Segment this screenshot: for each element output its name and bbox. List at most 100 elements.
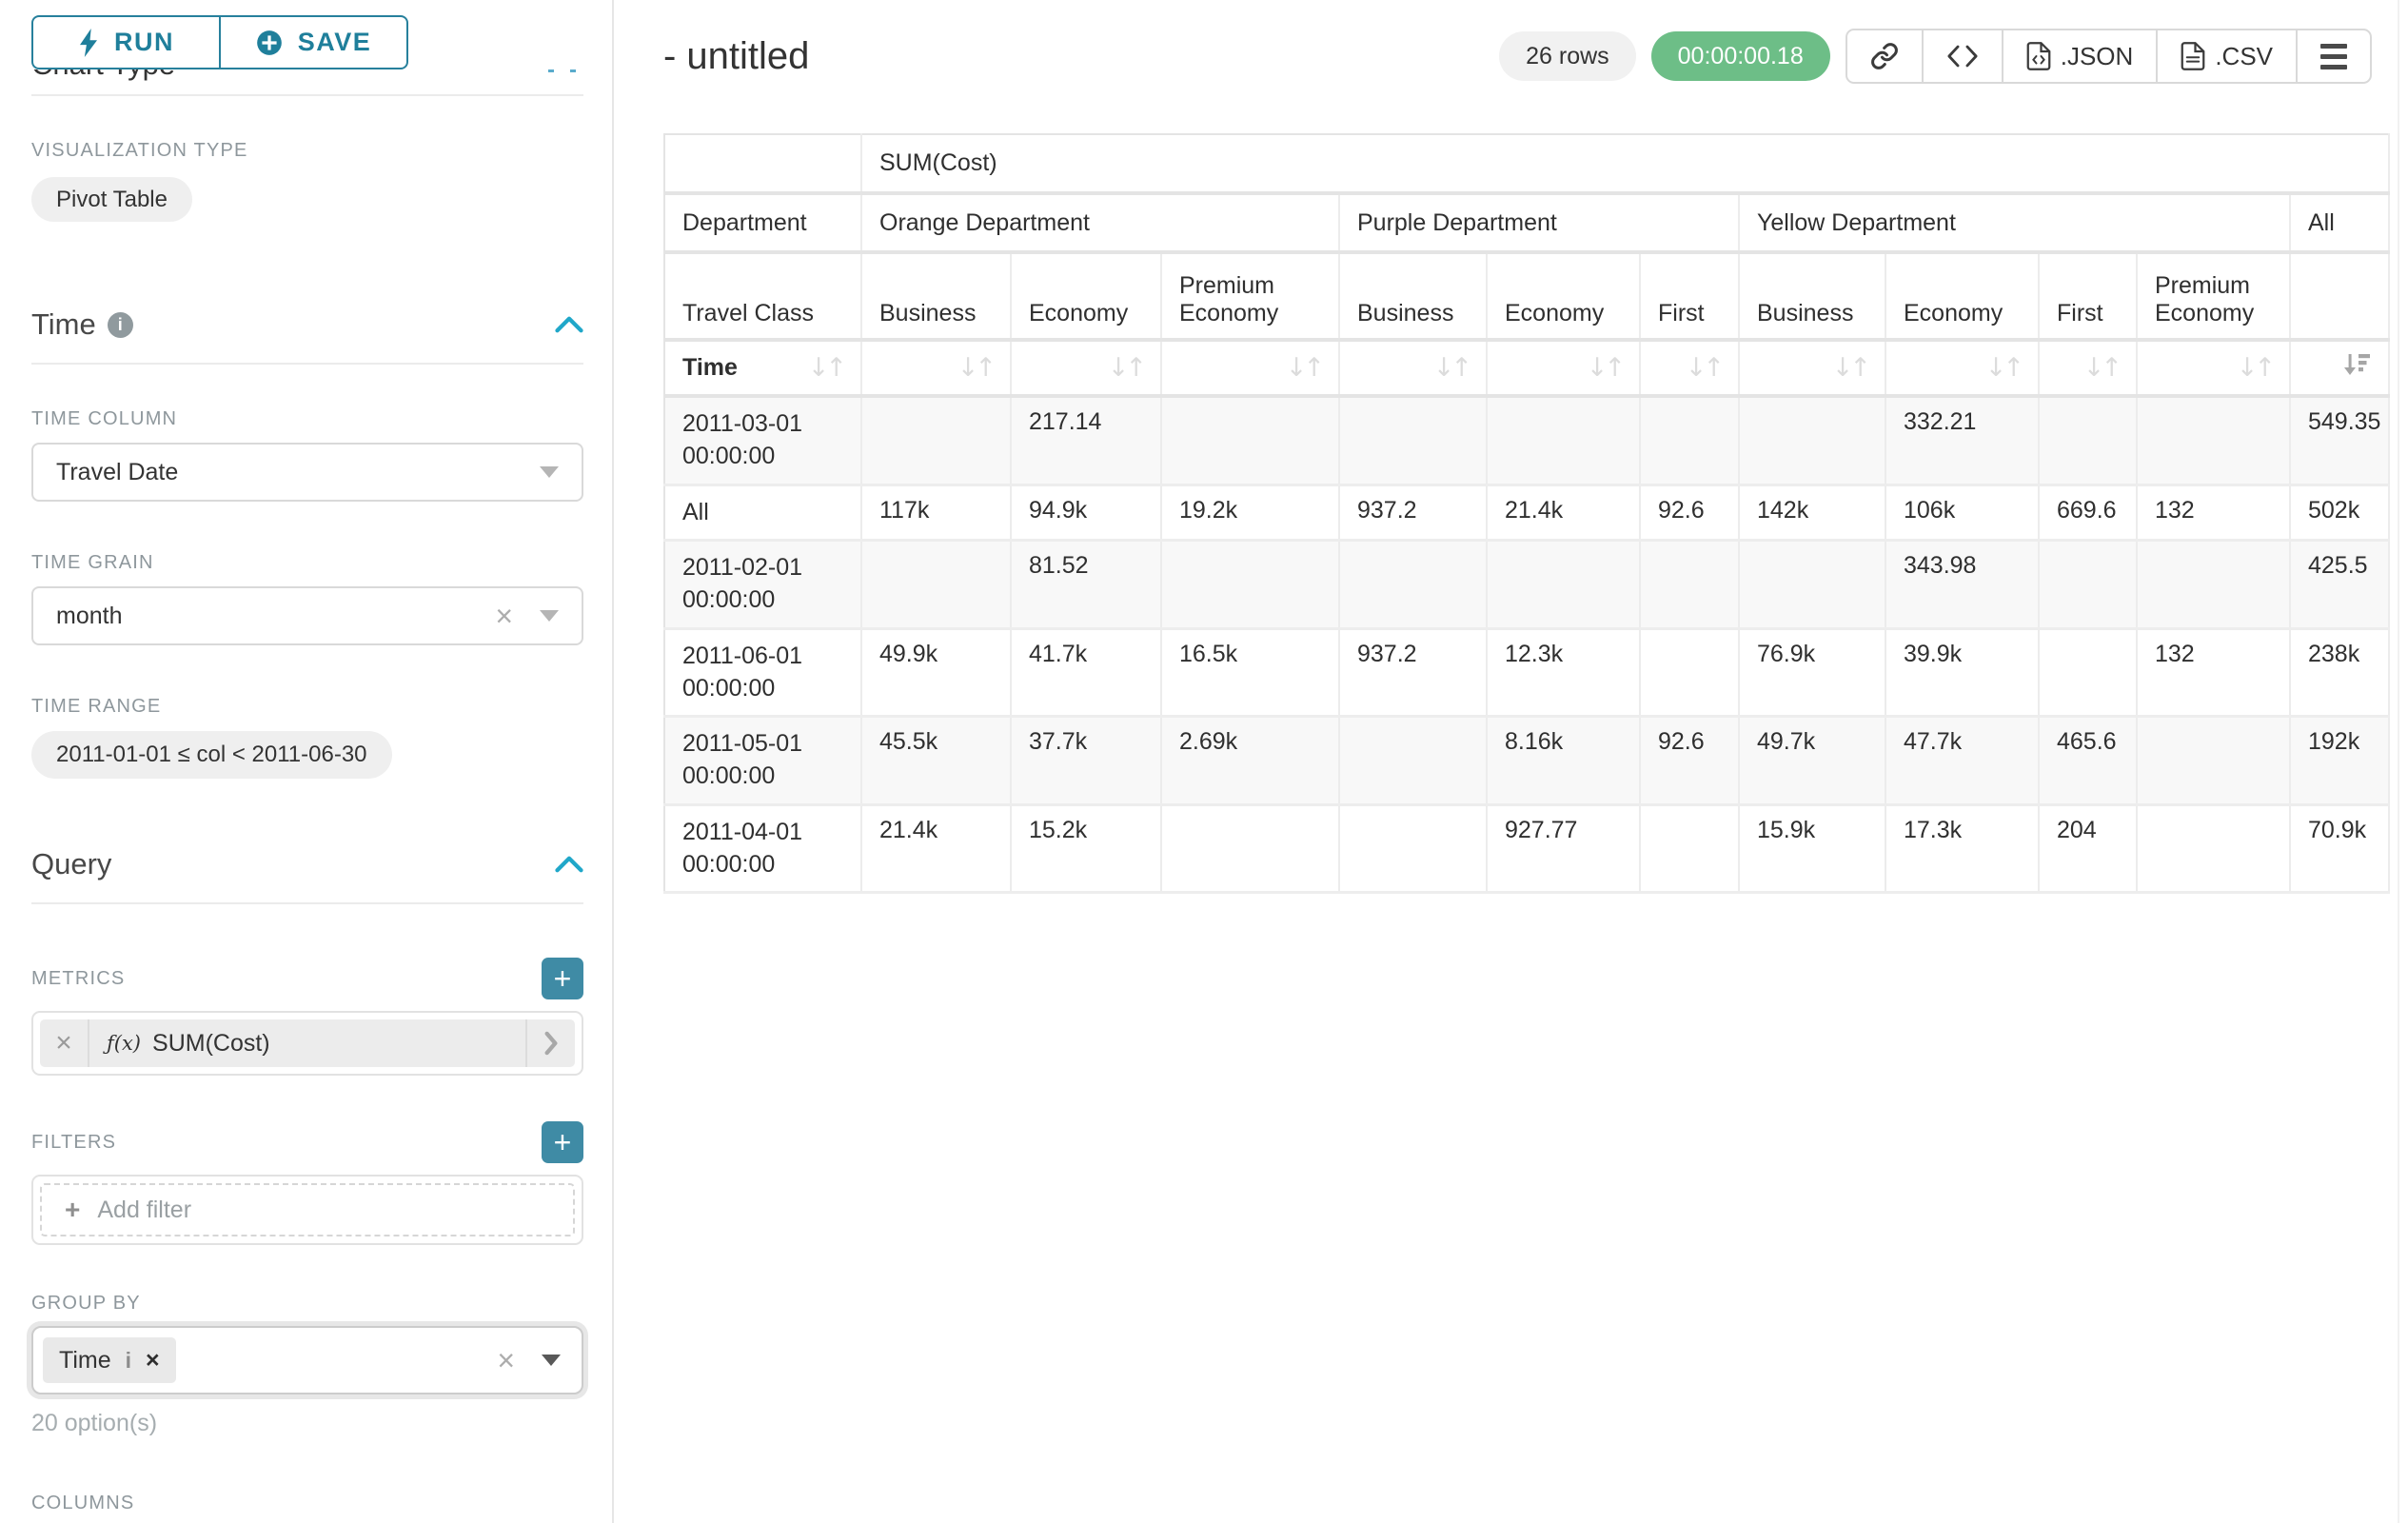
info-icon[interactable]: i (107, 311, 133, 338)
group-by-chip[interactable]: Time i × (43, 1337, 176, 1383)
add-metric-button[interactable]: + (542, 958, 583, 999)
table-row: 2011-05-01 00:00:00 45.5k 37.7k 2.69k 8.16k 9… (664, 716, 2391, 806)
sort-icon[interactable]: ↓↑ (2082, 353, 2122, 383)
time-grain-select[interactable]: month × (31, 586, 583, 645)
table-cell: 937.2 (1339, 628, 1488, 719)
table-cell: 15.9k (1739, 804, 1886, 895)
table-row: All 117k 94.9k 19.2k 937.2 21.4k 92.6 142k 106k 6… (664, 485, 2391, 543)
chevron-down-icon (540, 466, 559, 478)
filters-container: + Add filter (31, 1175, 583, 1245)
chevron-right-icon[interactable] (525, 1019, 575, 1067)
column-group-header: Yellow Department (1739, 193, 2291, 254)
share-link-button[interactable] (1847, 30, 1922, 82)
table-cell (2039, 628, 2138, 719)
travel-class-header: Economy (1487, 252, 1641, 342)
function-icon: ƒ(x) (107, 1032, 142, 1055)
chevron-up-icon[interactable] (555, 316, 583, 333)
export-json-button[interactable]: .JSON (2001, 30, 2157, 82)
table-cell: 132 (2137, 628, 2291, 719)
group-by-select[interactable]: Time i × × (31, 1326, 583, 1394)
run-button[interactable]: RUN (31, 15, 220, 69)
table-corner-cell (664, 134, 862, 195)
sort-header-cell: ↓↑ (1640, 340, 1740, 398)
sort-icon[interactable]: ↓↑ (1586, 353, 1626, 383)
table-cell: 238k (2290, 628, 2391, 719)
remove-chip-icon[interactable]: × (146, 1346, 160, 1374)
table-sort-row: Time ↓↑ ↓↑ ↓↑ ↓↑ ↓↑ ↓↑ ↓↑ ↓↑ ↓↑ ↓↑ ↓↑ (664, 340, 2391, 398)
table-cell (1487, 396, 1641, 486)
add-filter-button[interactable]: + (542, 1121, 583, 1163)
add-filter-placeholder: Add filter (97, 1196, 192, 1223)
sort-icon[interactable]: ↓↑ (1107, 353, 1147, 383)
filters-label: FILTERS (31, 1131, 117, 1153)
sort-descending-icon (2344, 354, 2371, 375)
sort-icon[interactable]: ↓↑ (1685, 353, 1725, 383)
control-panel-sidebar: Chart Type RUN SAVE (0, 0, 614, 1523)
clear-icon[interactable]: × (495, 599, 513, 633)
table-cell: 549.35 (2290, 396, 2391, 486)
page-title[interactable]: - untitled (663, 34, 810, 77)
table-cell: 425.5 (2290, 540, 2391, 630)
sort-header-cell: ↓↑ (861, 340, 1012, 398)
table-cell: 465.6 (2039, 716, 2138, 806)
info-icon[interactable]: i (125, 1347, 132, 1373)
sort-icon[interactable]: ↓↑ (1432, 353, 1472, 383)
table-cell: 502k (2290, 485, 2391, 543)
view-query-button[interactable] (1921, 30, 2002, 82)
table-cell: 81.52 (1011, 540, 1162, 630)
table-cell (1640, 396, 1740, 486)
table-cell: 217.14 (1011, 396, 1162, 486)
table-cell (2137, 540, 2291, 630)
visualization-type-pill[interactable]: Pivot Table (31, 177, 192, 222)
divider (31, 94, 583, 96)
table-row: 2011-02-01 00:00:00 81.52 343.98 425.5 (664, 540, 2391, 630)
table-row: 2011-04-01 00:00:00 21.4k 15.2k 927.77 15.9k… (664, 804, 2391, 895)
time-range-label: TIME RANGE (31, 696, 162, 717)
sort-header-cell: ↓↑ (1339, 340, 1488, 398)
time-range-pill[interactable]: 2011-01-01 ≤ col < 2011-06-30 (31, 731, 392, 779)
clear-icon[interactable]: × (497, 1343, 515, 1377)
export-csv-button[interactable]: .CSV (2156, 30, 2296, 82)
save-button[interactable]: SAVE (220, 15, 408, 69)
sort-header-cell: ↓↑ (1739, 340, 1886, 398)
table-cell (1739, 396, 1886, 486)
sort-icon[interactable]: ↓↑ (957, 353, 997, 383)
column-group-header: Orange Department (861, 193, 1340, 254)
sort-icon[interactable]: ↓↑ (1285, 353, 1325, 383)
chevron-up-icon[interactable] (555, 856, 583, 873)
remove-metric-icon[interactable]: × (40, 1019, 89, 1067)
table-cell (1487, 540, 1641, 630)
row-header-cell: All (664, 485, 862, 543)
sort-descending-icon[interactable] (2342, 352, 2371, 384)
table-cell (1640, 628, 1740, 719)
time-section-header[interactable]: Time i (31, 307, 583, 342)
chevron-down-icon (542, 1355, 561, 1366)
sort-header-cell: ↓↑ (1011, 340, 1162, 398)
more-menu-button[interactable] (2296, 30, 2370, 82)
row-header-cell: 2011-02-01 00:00:00 (664, 540, 862, 630)
pivot-table-container: SUM(Cost) Department Orange Department Purp… (663, 133, 2408, 895)
table-cell: 204 (2039, 804, 2138, 895)
table-row: 2011-03-01 00:00:00 217.14 332.21 549.35 (664, 396, 2391, 486)
time-column-select[interactable]: Travel Date (31, 443, 583, 502)
table-cell: 15.2k (1011, 804, 1162, 895)
chevron-up-icon (548, 69, 554, 72)
link-icon (1870, 43, 1898, 69)
row-header-cell: 2011-06-01 00:00:00 (664, 628, 862, 719)
sort-icon[interactable]: ↓↑ (2236, 353, 2276, 383)
table-header-row: Department Orange Department Purple Depart… (664, 193, 2391, 254)
table-cell: 142k (1739, 485, 1886, 543)
table-cell (2039, 396, 2138, 486)
table-cell: 49.7k (1739, 716, 1886, 806)
table-cell: 343.98 (1885, 540, 2040, 630)
table-cell: 47.7k (1885, 716, 2040, 806)
add-filter-dropzone[interactable]: + Add filter (40, 1183, 575, 1236)
sort-icon[interactable]: ↓↑ (1831, 353, 1871, 383)
travel-class-header: Business (1339, 252, 1488, 342)
sort-icon[interactable]: ↓↑ (807, 353, 847, 383)
sort-header-cell: ↓↑ (1487, 340, 1641, 398)
query-section-header[interactable]: Query (31, 847, 583, 881)
chart-panel: - untitled 26 rows 00:00:00.18 (614, 0, 2408, 1523)
metric-chip[interactable]: × ƒ(x) SUM(Cost) (40, 1019, 575, 1067)
sort-icon[interactable]: ↓↑ (1984, 353, 2024, 383)
